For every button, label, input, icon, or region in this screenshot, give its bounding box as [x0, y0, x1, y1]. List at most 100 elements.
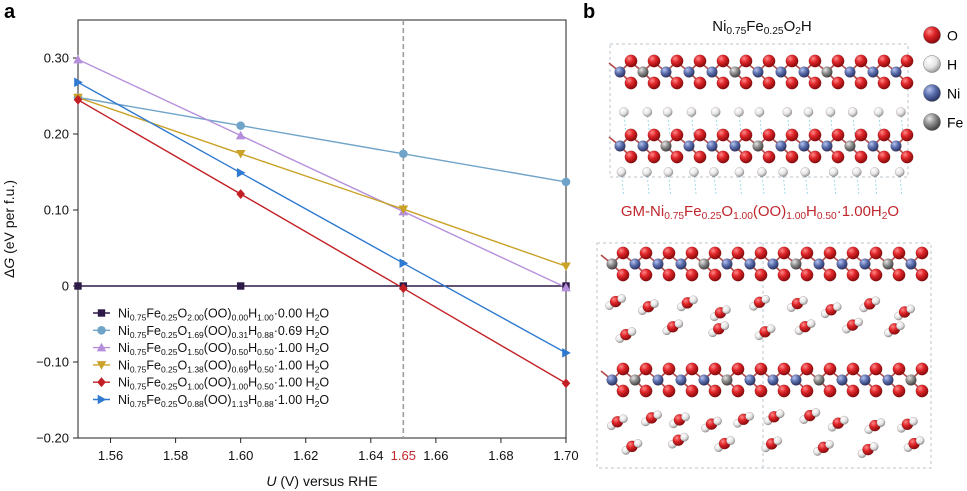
atom-swatch-h — [923, 55, 941, 73]
atom — [836, 374, 848, 386]
atom — [647, 128, 661, 142]
atom — [662, 362, 676, 376]
atom — [606, 258, 618, 270]
atom — [619, 107, 629, 117]
atom — [852, 167, 862, 177]
atom — [689, 167, 699, 177]
atom — [854, 150, 868, 164]
legend: Ni0.75Fe0.25O2.00(OO)0.00H1.00·0.00 H2O N… — [93, 307, 329, 409]
atom — [806, 319, 816, 329]
legend-marker-3 — [96, 361, 107, 370]
atom-legend-label: H — [947, 57, 957, 73]
legend-label-2: Ni0.75Fe0.25O1.50(OO)0.50H0.50·1.00 H2O — [118, 341, 329, 357]
y-tick-label: 0.30 — [44, 51, 69, 66]
data-point-2-3 — [561, 282, 571, 292]
atom — [831, 54, 845, 68]
atom — [616, 268, 630, 282]
y-tick-label: 0 — [62, 279, 69, 294]
plot-frame — [77, 19, 567, 439]
atom — [773, 436, 783, 446]
atom — [614, 66, 626, 78]
y-tick-label: −0.20 — [36, 431, 69, 446]
atom — [683, 140, 695, 152]
atom — [785, 54, 799, 68]
atom — [614, 140, 626, 152]
atom — [744, 258, 756, 270]
atom — [892, 246, 906, 260]
data-point-5-2 — [399, 258, 409, 268]
x-axis: 1.56 1.58 1.60 1.62 1.64 1.66 1.68 1.70 — [98, 438, 579, 463]
atom — [716, 128, 730, 142]
atom — [775, 140, 787, 152]
legend-label-5: Ni0.75Fe0.25O0.88(OO)1.13H0.88·1.00 H2O — [118, 393, 329, 409]
atom — [716, 54, 730, 68]
atom — [708, 268, 722, 282]
atom — [652, 374, 664, 386]
atom — [708, 384, 722, 398]
atom — [729, 140, 741, 152]
atom-swatch-o — [923, 26, 941, 44]
x-axis-title-text: (V) versus RHE — [277, 473, 378, 489]
data-point-2-0 — [73, 54, 83, 64]
atom — [693, 128, 707, 142]
atom — [800, 384, 814, 398]
atom — [633, 438, 643, 448]
atom — [782, 107, 793, 117]
atom — [859, 374, 871, 386]
legend-item-0: Ni0.75Fe0.25O2.00(OO)0.00H1.00·0.00 H2O — [93, 307, 329, 322]
legend-item-5: Ni0.75Fe0.25O0.88(OO)1.13H0.88·1.00 H2O — [93, 393, 329, 409]
atom — [869, 246, 883, 260]
atom — [900, 54, 914, 68]
atom — [871, 296, 881, 306]
atom — [909, 416, 918, 426]
atom — [777, 246, 791, 260]
data-point-5-0 — [74, 77, 83, 88]
atom — [650, 299, 659, 309]
atom — [906, 304, 915, 314]
atom — [905, 258, 917, 270]
legend-item-3: Ni0.75Fe0.25O1.38(OO)0.69H0.50·1.00 H2O — [93, 358, 329, 374]
legend-item-2: Ni0.75Fe0.25O1.50(OO)0.50H0.50·1.00 H2O — [93, 341, 329, 357]
atom-swatch-fe — [923, 113, 941, 131]
x-tick-label: 1.66 — [423, 448, 448, 463]
data-point-5-1 — [236, 167, 246, 178]
atom — [846, 268, 860, 282]
atom — [854, 128, 868, 142]
atom — [828, 167, 839, 177]
atom — [616, 384, 630, 398]
atom — [900, 128, 914, 142]
atom — [836, 258, 848, 270]
atom — [624, 54, 638, 68]
atom — [821, 66, 833, 78]
y-tick-label: −0.10 — [36, 355, 69, 370]
atom — [839, 415, 849, 425]
atom — [744, 374, 756, 386]
atom — [619, 414, 628, 424]
atom — [739, 128, 753, 142]
atom — [915, 362, 929, 376]
data-point-0-0 — [74, 282, 82, 290]
atom — [662, 384, 676, 398]
atom — [710, 107, 721, 117]
atom — [905, 374, 917, 386]
atom — [616, 167, 627, 177]
atom — [660, 66, 672, 78]
legend-label-1: Ni0.75Fe0.25O1.69(OO)0.31H0.88·0.69 H2O — [118, 324, 329, 340]
atom — [675, 258, 687, 270]
bottom-structure-cell — [596, 242, 932, 469]
atom — [729, 66, 741, 78]
atom — [800, 268, 814, 282]
atom — [854, 76, 868, 90]
reference-line: 1.65 — [391, 20, 416, 463]
atom — [869, 167, 880, 177]
atom — [662, 107, 673, 117]
atom — [731, 246, 745, 260]
atom — [869, 442, 879, 451]
atom — [616, 362, 630, 376]
atom — [811, 408, 821, 417]
atom — [639, 362, 653, 376]
atom — [823, 268, 837, 282]
atom — [616, 246, 630, 260]
atom — [803, 107, 814, 117]
